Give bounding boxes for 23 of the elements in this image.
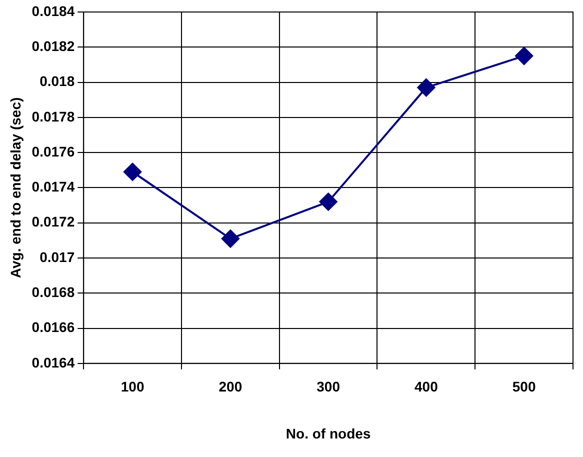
x-tick-label: 100 (120, 378, 144, 395)
point (221, 230, 240, 248)
y-tick-label: 0.0178 (32, 108, 75, 124)
x-tick-label: 200 (218, 378, 242, 395)
y-tick-label: 0.0168 (32, 284, 75, 300)
point (515, 46, 534, 65)
point (319, 192, 338, 211)
x-tick-label: 400 (414, 378, 438, 395)
y-tick-label: 0.018 (40, 73, 75, 90)
y-tick-label: 0.0184 (32, 2, 75, 19)
y-axis-title: Avg. end to end delay (sec) (7, 97, 24, 278)
x-axis-title: No. of nodes (286, 425, 371, 442)
point (124, 162, 142, 181)
x-tick-label: 500 (512, 378, 536, 395)
x-tick-label: 300 (316, 378, 340, 395)
y-tick-label: 0.0166 (32, 319, 75, 336)
point (417, 78, 436, 97)
y-tick-label: 0.0174 (32, 178, 75, 195)
y-tick-label: 0.0164 (32, 354, 75, 370)
y-tick-label: 0.0172 (32, 214, 75, 230)
y-tick-label: 0.0176 (32, 143, 75, 160)
y-tick-label: 0.0182 (32, 38, 75, 54)
y-tick-label: 0.017 (40, 248, 75, 265)
